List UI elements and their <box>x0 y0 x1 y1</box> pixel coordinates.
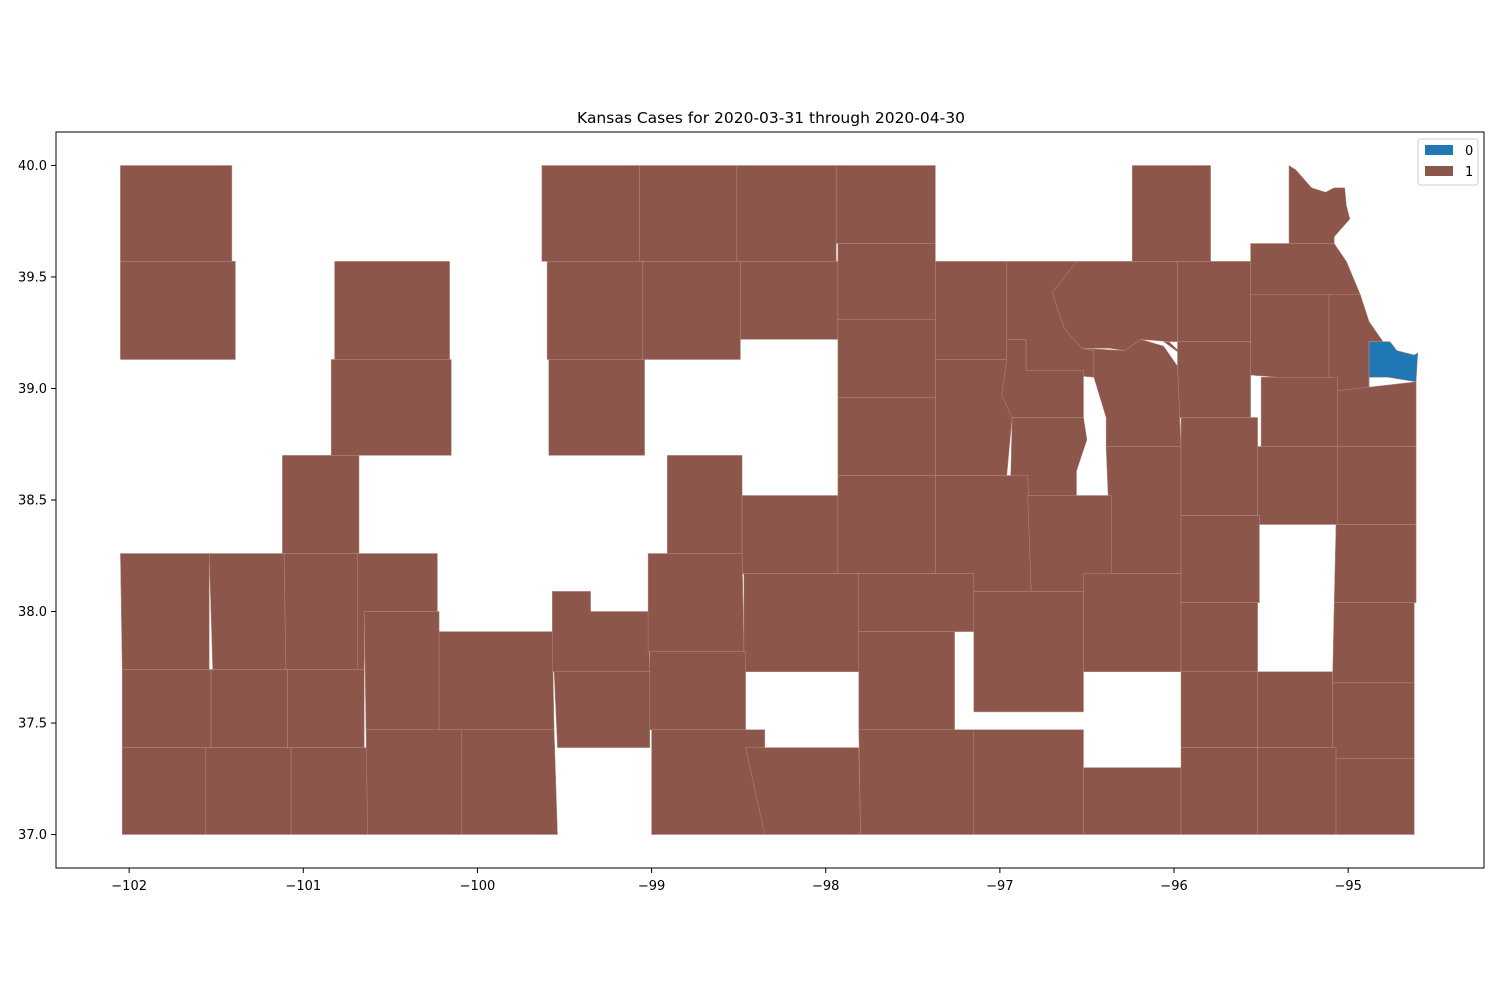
county-region-43 <box>208 553 287 670</box>
legend-label-0: 0 <box>1465 144 1473 159</box>
county-region-7 <box>835 165 936 244</box>
legend-swatch-1 <box>1425 166 1453 176</box>
county-region-47 <box>438 631 555 730</box>
county-region-34 <box>1257 446 1338 525</box>
county-regions <box>120 165 1419 835</box>
x-axis: −102 −101 −100 −99 −98 −97 −96 −95 <box>111 868 1362 894</box>
county-region-77 <box>1180 747 1258 835</box>
y-tick-label: 39.0 <box>18 382 47 397</box>
county-region-58 <box>121 669 212 748</box>
county-region-27 <box>1260 377 1338 447</box>
county-region-10 <box>740 261 839 340</box>
x-tick-label: −101 <box>285 879 321 894</box>
county-region-68 <box>858 631 955 730</box>
county-region-73 <box>1083 767 1182 835</box>
county-region-56 <box>1333 524 1417 603</box>
county-region-70 <box>745 747 861 835</box>
county-region-44 <box>283 553 358 670</box>
county-region-78 <box>1257 747 1337 835</box>
county-region-6 <box>736 165 837 262</box>
x-tick-label: −102 <box>111 879 147 894</box>
county-region-69 <box>651 729 766 835</box>
county-region-16 <box>935 359 1013 476</box>
county-region-14 <box>837 397 936 476</box>
x-tick-label: −99 <box>638 879 665 894</box>
county-region-66 <box>553 671 651 748</box>
county-region-15 <box>935 261 1008 360</box>
county-region-51 <box>858 573 975 632</box>
county-region-65 <box>461 729 558 835</box>
county-region-76 <box>1332 682 1415 759</box>
county-region-63 <box>290 747 368 835</box>
county-region-60 <box>287 669 365 748</box>
county-region-26 <box>1177 341 1251 418</box>
county-region-3 <box>330 359 452 456</box>
county-region-1 <box>120 261 236 360</box>
x-tick-label: −97 <box>986 879 1013 894</box>
chart-title: Kansas Cases for 2020-03-31 through 2020… <box>577 109 965 127</box>
county-region-36 <box>667 455 743 554</box>
county-region-22 <box>1288 165 1351 244</box>
county-region-59 <box>210 669 288 748</box>
county-region-0 <box>120 165 233 262</box>
county-region-11 <box>837 243 936 320</box>
county-region-25 <box>1368 341 1419 391</box>
legend-label-1: 1 <box>1465 165 1473 180</box>
county-region-57 <box>1332 602 1415 684</box>
county-region-19 <box>1131 165 1211 262</box>
county-region-50 <box>743 573 860 672</box>
legend: 01 <box>1417 138 1479 186</box>
y-tick-label: 38.5 <box>18 494 47 509</box>
county-region-42 <box>120 553 210 670</box>
county-region-37 <box>741 495 839 574</box>
y-tick-label: 39.5 <box>18 270 47 285</box>
x-tick-label: −100 <box>460 879 496 894</box>
y-tick-label: 40.0 <box>18 159 47 174</box>
y-tick-label: 37.0 <box>18 828 47 843</box>
county-region-74 <box>1180 671 1258 748</box>
county-region-55 <box>1180 602 1258 672</box>
x-tick-label: −98 <box>812 879 839 894</box>
county-region-12 <box>548 359 645 456</box>
county-region-71 <box>858 729 975 835</box>
y-tick-label: 37.5 <box>18 717 47 732</box>
county-region-41 <box>282 455 360 554</box>
county-region-5 <box>639 165 738 262</box>
county-region-79 <box>1335 758 1415 835</box>
county-region-38 <box>837 475 936 574</box>
county-region-28 <box>1337 381 1417 447</box>
county-region-2 <box>334 261 450 360</box>
county-region-35 <box>1337 446 1417 525</box>
x-tick-label: −96 <box>1160 879 1187 894</box>
county-region-64 <box>365 729 464 835</box>
county-region-61 <box>121 747 207 835</box>
county-region-33 <box>1180 417 1258 516</box>
y-tick-label: 38.0 <box>18 605 47 620</box>
county-region-9 <box>642 261 741 360</box>
county-region-67 <box>649 651 746 730</box>
x-tick-label: −95 <box>1334 879 1361 894</box>
county-region-72 <box>973 729 1084 835</box>
county-region-54 <box>1180 515 1260 603</box>
county-region-32 <box>1105 446 1182 574</box>
legend-swatch-0 <box>1425 145 1453 155</box>
county-region-62 <box>205 747 292 835</box>
county-region-20 <box>1177 261 1251 342</box>
y-axis: 37.0 37.5 38.0 38.5 39.0 39.5 40.0 <box>18 159 56 843</box>
county-region-53 <box>1083 573 1182 672</box>
county-region-46 <box>363 611 440 730</box>
county-region-13 <box>837 319 936 398</box>
county-region-52 <box>973 591 1084 713</box>
county-region-8 <box>546 261 644 360</box>
county-region-23 <box>1250 294 1330 383</box>
county-region-4 <box>541 165 640 262</box>
county-region-75 <box>1257 671 1333 748</box>
county-region-49 <box>647 553 745 652</box>
